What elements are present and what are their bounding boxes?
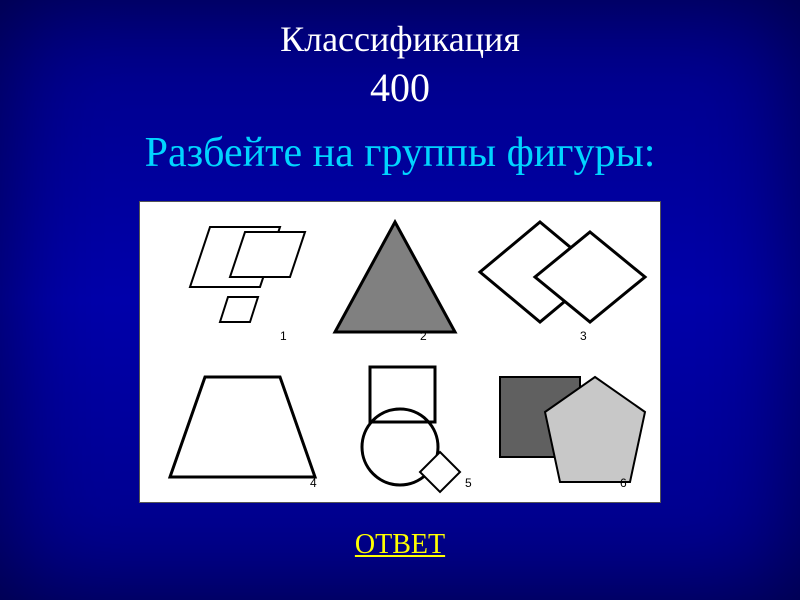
label-1: 1 [280, 329, 287, 343]
figure-5 [362, 367, 460, 492]
shapes-panel: 1 2 3 4 5 6 [139, 201, 661, 503]
shapes-diagram: 1 2 3 4 5 6 [140, 202, 660, 502]
answer-container: ОТВЕТ [0, 529, 800, 561]
category-title: Классификация [0, 0, 800, 60]
label-4: 4 [310, 476, 317, 490]
figure-1 [190, 227, 305, 322]
figure-3 [480, 222, 645, 322]
figure-6 [500, 377, 645, 482]
points-value: 400 [0, 64, 800, 111]
label-6: 6 [620, 476, 627, 490]
instruction-text: Разбейте на группы фигуры: [0, 129, 800, 177]
label-3: 3 [580, 329, 587, 343]
slide-container: { "title": "Классификация", "points": "4… [0, 0, 800, 600]
label-2: 2 [420, 329, 427, 343]
figure-4 [170, 377, 315, 477]
label-5: 5 [465, 476, 472, 490]
figure-2 [335, 222, 455, 332]
answer-link[interactable]: ОТВЕТ [355, 529, 445, 560]
